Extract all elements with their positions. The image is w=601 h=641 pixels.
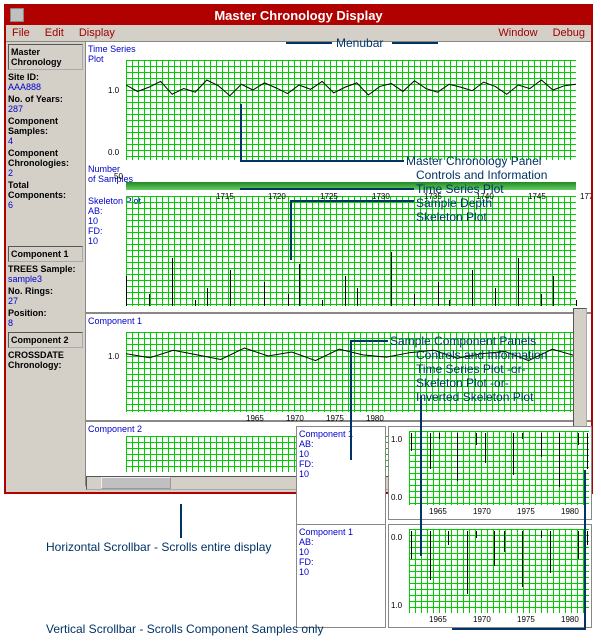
pos-label: Position: bbox=[8, 308, 83, 318]
compchron-value: 2 bbox=[8, 168, 83, 178]
comp1-label: Component 1 bbox=[88, 316, 142, 326]
ovb-grid bbox=[409, 529, 589, 613]
ovb-y0: 0.0 bbox=[391, 533, 402, 542]
annot-mg-2: Time Series Plot bbox=[416, 182, 504, 196]
body-area: Master Chronology Site ID: AAA888 No. of… bbox=[6, 42, 591, 486]
comp1-ytick: 1.0 bbox=[108, 352, 119, 361]
ovb-label: Component 1 AB: 10 FD: 10 bbox=[299, 527, 387, 577]
annot-sg-linev2 bbox=[420, 396, 422, 556]
master-skel-grid bbox=[126, 196, 576, 306]
years-value: 287 bbox=[8, 104, 83, 114]
annot-mg-line1 bbox=[240, 160, 404, 162]
compsamp-value: 4 bbox=[8, 136, 83, 146]
menubar: File Edit Display Window Debug bbox=[6, 25, 591, 42]
overlay-top-plot: 1.0 0.0 1965197019751980 bbox=[388, 426, 592, 520]
annot-sg-4: Inverted Skeleton Plot bbox=[416, 390, 533, 404]
divider-1 bbox=[86, 312, 591, 314]
annot-mg-line3 bbox=[290, 200, 414, 202]
annot-sg-linev bbox=[350, 340, 352, 460]
annot-mg-line3v bbox=[290, 200, 292, 260]
close-icon[interactable] bbox=[10, 8, 24, 22]
annot-sg-2: Time Series Plot -or- bbox=[416, 362, 526, 376]
pos-value: 8 bbox=[8, 318, 83, 328]
comp2-label: Component 2 bbox=[88, 424, 142, 434]
annot-menubar-line-l bbox=[286, 42, 332, 44]
annot-mg-3: Sample Depth bbox=[416, 196, 492, 210]
annot-mg-4: Skeleton Plot bbox=[416, 210, 487, 224]
rings-value: 27 bbox=[8, 296, 83, 306]
compsamp-label: Component Samples: bbox=[8, 116, 83, 136]
annot-mg-1: Controls and Information bbox=[416, 168, 547, 182]
totalcomp-value: 6 bbox=[8, 200, 83, 210]
ytick-0: 0.0 bbox=[108, 148, 119, 157]
app-window: Master Chronology Display File Edit Disp… bbox=[4, 4, 593, 494]
annot-mg-line2 bbox=[240, 188, 414, 190]
window-title: Master Chronology Display bbox=[214, 8, 382, 23]
overlay-bot-panel: Component 1 AB: 10 FD: 10 bbox=[296, 524, 386, 628]
ovt-y0: 0.0 bbox=[391, 493, 402, 502]
menu-edit[interactable]: Edit bbox=[45, 27, 64, 39]
compchron-label: Component Chronologies: bbox=[8, 148, 83, 168]
menu-display[interactable]: Display bbox=[79, 27, 115, 39]
siteid-label: Site ID: bbox=[8, 72, 83, 82]
trees-value: sample3 bbox=[8, 274, 83, 284]
annot-sg-3: Skeleton Plot -or- bbox=[416, 376, 509, 390]
menu-window[interactable]: Window bbox=[498, 27, 537, 39]
hscroll-thumb[interactable] bbox=[101, 477, 171, 489]
depth-label: Number of Samples bbox=[88, 164, 133, 184]
annot-sg-0: Sample Component Panels bbox=[390, 334, 536, 348]
totalcomp-label: Total Components: bbox=[8, 180, 83, 200]
annot-vs-line bbox=[452, 628, 584, 630]
annot-menubar-line-r bbox=[392, 42, 438, 44]
ovt-label: Component 1 AB: 10 FD: 10 bbox=[299, 429, 387, 479]
ovt-y1: 1.0 bbox=[391, 435, 402, 444]
annot-hs-line bbox=[180, 504, 182, 538]
annot-sg-1: Controls and Information bbox=[416, 348, 547, 362]
plots-area: Time Series Plot 1.0 0.0 Number of Sampl… bbox=[86, 42, 591, 486]
annot-mg-0: Master Chronology Panel bbox=[406, 154, 541, 168]
master-ts-line bbox=[126, 60, 576, 160]
annot-sg-line bbox=[350, 340, 388, 342]
annot-vscroll: Vertical Scrollbar - Scrolls Component S… bbox=[46, 622, 323, 636]
overlay-bot-plot: 0.0 1.0 1965197019751980 bbox=[388, 524, 592, 628]
crossdate-label: CROSSDATE Chronology: bbox=[8, 350, 83, 370]
annot-mg-line1v bbox=[240, 104, 242, 162]
annot-vs-linev bbox=[584, 470, 586, 630]
annot-menubar: Menubar bbox=[336, 36, 383, 50]
trees-label: TREES Sample: bbox=[8, 264, 83, 274]
years-label: No. of Years: bbox=[8, 94, 83, 104]
ytick-1: 1.0 bbox=[108, 86, 119, 95]
ovb-y1: 1.0 bbox=[391, 601, 402, 610]
siteid-value: AAA888 bbox=[8, 82, 83, 92]
titlebar: Master Chronology Display bbox=[6, 6, 591, 25]
comp2-header: Component 2 bbox=[8, 332, 83, 348]
sidebar: Master Chronology Site ID: AAA888 No. of… bbox=[6, 42, 86, 486]
comp1-header: Component 1 bbox=[8, 246, 83, 262]
menu-debug[interactable]: Debug bbox=[553, 27, 585, 39]
menu-file[interactable]: File bbox=[12, 27, 30, 39]
rings-label: No. Rings: bbox=[8, 286, 83, 296]
depth-val: 50 bbox=[114, 172, 123, 181]
master-header: Master Chronology bbox=[8, 44, 83, 70]
annot-hscroll: Horizontal Scrollbar - Scrolls entire di… bbox=[46, 540, 271, 554]
ovt-grid bbox=[409, 431, 589, 505]
